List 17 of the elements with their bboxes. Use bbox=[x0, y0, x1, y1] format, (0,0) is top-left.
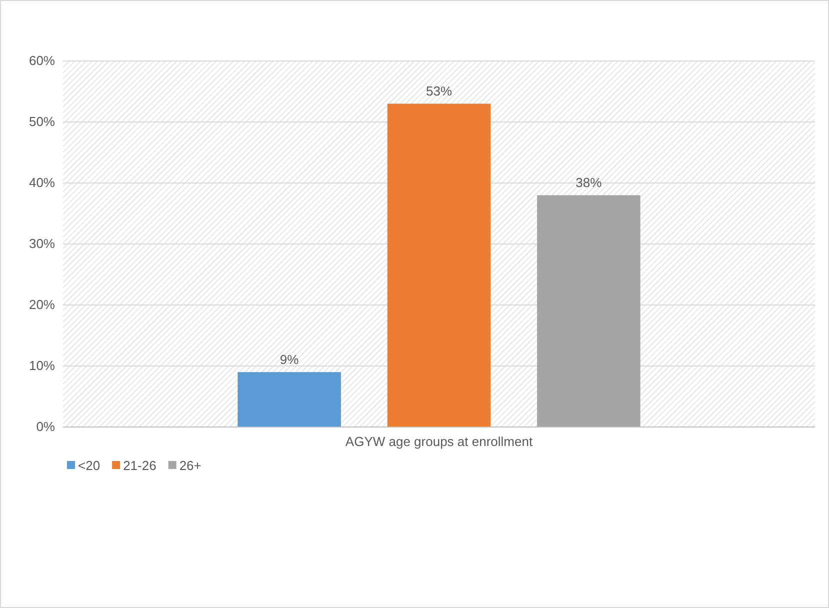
bar bbox=[537, 195, 640, 427]
text: 38% bbox=[576, 175, 602, 190]
text: 53% bbox=[426, 84, 452, 99]
bar bbox=[238, 372, 341, 427]
y-tick-label: 60% bbox=[28, 53, 56, 68]
y-tick-label: 20% bbox=[28, 297, 56, 312]
y-tick-label: 50% bbox=[28, 114, 56, 130]
y-tick-label: 40% bbox=[28, 175, 56, 190]
legend-label: 21-26 bbox=[123, 458, 156, 473]
bar bbox=[387, 104, 491, 427]
legend-label: 26+ bbox=[179, 458, 202, 473]
y-tick-label: 10% bbox=[28, 358, 56, 374]
text: 9% bbox=[280, 352, 299, 368]
x-tick-label: AGYW age groups at enrollment bbox=[345, 434, 533, 450]
legend-label: <20 bbox=[78, 458, 100, 473]
y-tick-label: 30% bbox=[28, 236, 56, 252]
y-tick-label: 0% bbox=[36, 419, 56, 434]
